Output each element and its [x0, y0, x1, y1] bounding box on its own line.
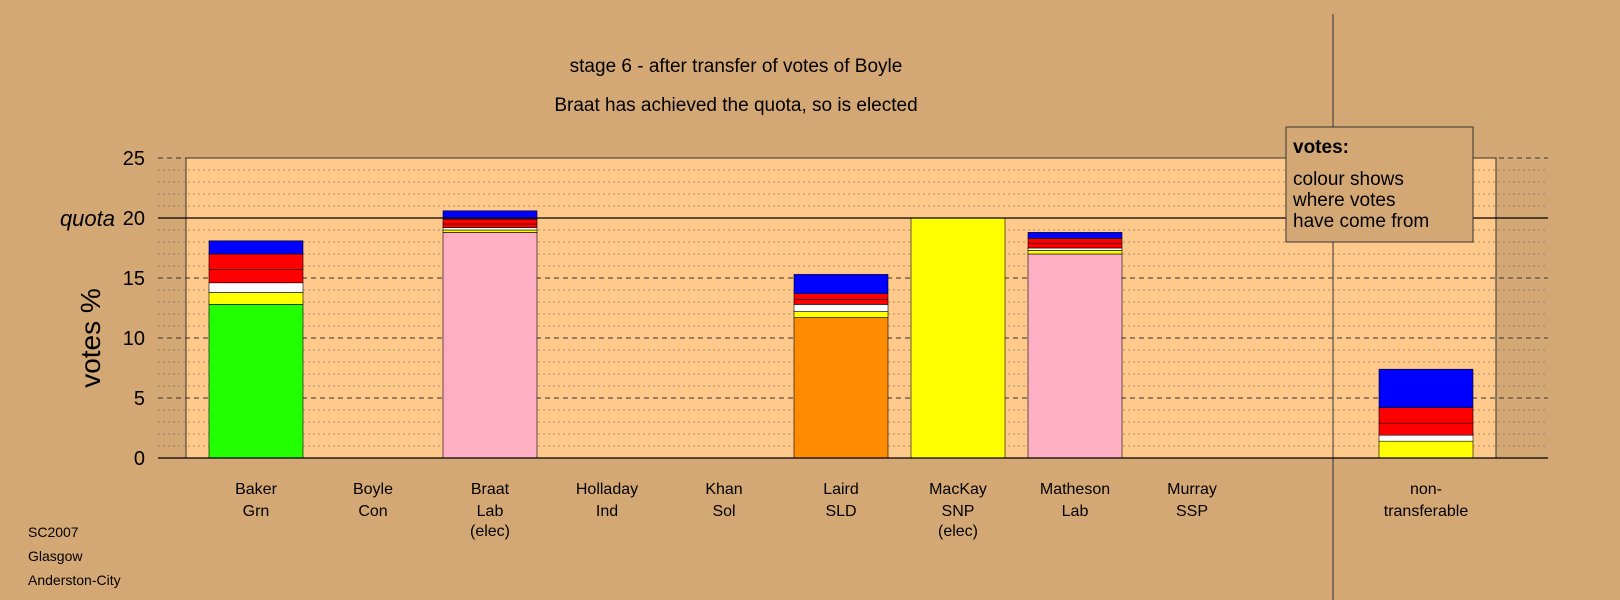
bar-braat-segment-5 [442, 210, 538, 220]
candidate-name-laird: Laird [823, 481, 859, 498]
bars-layer [208, 210, 1474, 459]
footer-city: Glasgow [28, 548, 83, 564]
bar-baker-segment-4 [208, 253, 304, 270]
candidate-name-mackay: MacKay [929, 481, 987, 498]
chart-subtitle: Braat has achieved the quota, so is elec… [554, 95, 917, 116]
bar-braat-segment-1 [442, 229, 538, 233]
candidate-party-boyle: Con [358, 503, 387, 520]
bar-nontransferable-segment-0 [1378, 440, 1474, 459]
bar-braat-segment-4 [442, 218, 538, 225]
footer-ward: Anderston-City [28, 572, 121, 588]
y-tick-label: 15 [123, 268, 145, 290]
bar-baker-segment-5 [208, 240, 304, 255]
candidate-note-mackay: (elec) [938, 523, 978, 540]
bar-laird-segment-3 [793, 299, 889, 305]
candidate-note-braat: (elec) [470, 523, 510, 540]
bar-laird-segment-5 [793, 274, 889, 294]
y-axis-label: votes % [75, 288, 106, 388]
bar-baker-segment-0 [208, 304, 304, 459]
candidate-name-braat: Braat [471, 481, 510, 498]
bar-matheson-segment-2 [1027, 247, 1123, 251]
y-tick-label: 20 [123, 208, 145, 230]
bar-nontransferable-segment-3 [1378, 407, 1474, 424]
bar-laird-segment-4 [793, 293, 889, 300]
bar-baker-segment-1 [208, 292, 304, 305]
candidate-party-holladay: Ind [596, 503, 618, 520]
legend-line-2: where votes [1292, 190, 1395, 211]
candidate-name-boyle: Boyle [353, 481, 393, 498]
nontransferable-label-line2: transferable [1384, 503, 1469, 520]
bar-baker-segment-3 [208, 269, 304, 284]
candidate-party-braat: Lab [477, 503, 504, 520]
y-tick-label: 0 [134, 448, 145, 470]
bar-matheson-segment-5 [1027, 232, 1123, 239]
candidate-party-laird: SLD [825, 503, 856, 520]
quota-label: quota [60, 206, 115, 231]
bar-matheson-segment-4 [1027, 238, 1123, 244]
candidate-name-matheson: Matheson [1040, 481, 1110, 498]
footer-election: SC2007 [28, 524, 79, 540]
bar-nontransferable-segment-4 [1378, 368, 1474, 408]
bar-matheson-segment-1 [1027, 250, 1123, 255]
candidate-name-khan: Khan [705, 481, 742, 498]
bar-laird-segment-1 [793, 311, 889, 318]
legend-box [1285, 126, 1474, 243]
candidate-name-baker: Baker [235, 481, 277, 498]
candidate-party-khan: Sol [712, 503, 735, 520]
bar-braat-segment-2 [442, 227, 538, 231]
y-tick-label: 25 [123, 148, 145, 170]
bar-nontransferable-segment-2 [1378, 422, 1474, 436]
axis-layer: Baker Grn Boyle Con Braat Lab (elec) Holladay In… [123, 148, 1548, 540]
nontransferable-label-line1: non- [1410, 481, 1442, 498]
bar-mackay-segment-0 [910, 217, 1006, 459]
y-tick-label: 5 [134, 388, 145, 410]
legend: votes: colour shows where votes have com… [1285, 126, 1474, 243]
candidate-name-holladay: Holladay [576, 481, 638, 498]
y-tick-label: 10 [123, 328, 145, 350]
bar-matheson-segment-0 [1027, 253, 1123, 459]
legend-line-1: colour shows [1293, 169, 1404, 190]
bar-laird-segment-2 [793, 304, 889, 312]
candidate-name-murray: Murray [1167, 481, 1217, 498]
bar-laird-segment-0 [793, 317, 889, 459]
bar-braat-segment-0 [442, 232, 538, 459]
candidate-party-murray: SSP [1176, 503, 1208, 520]
candidate-party-matheson: Lab [1062, 503, 1089, 520]
legend-title: votes: [1293, 137, 1349, 158]
bar-nontransferable-segment-1 [1378, 434, 1474, 442]
legend-line-3: have come from [1293, 211, 1429, 232]
bar-baker-segment-2 [208, 282, 304, 293]
bar-braat-segment-3 [442, 223, 538, 228]
bar-matheson-segment-3 [1027, 242, 1123, 249]
candidate-party-baker: Grn [243, 503, 270, 520]
chart-title: stage 6 - after transfer of votes of Boy… [570, 56, 903, 77]
candidate-party-mackay: SNP [942, 503, 975, 520]
